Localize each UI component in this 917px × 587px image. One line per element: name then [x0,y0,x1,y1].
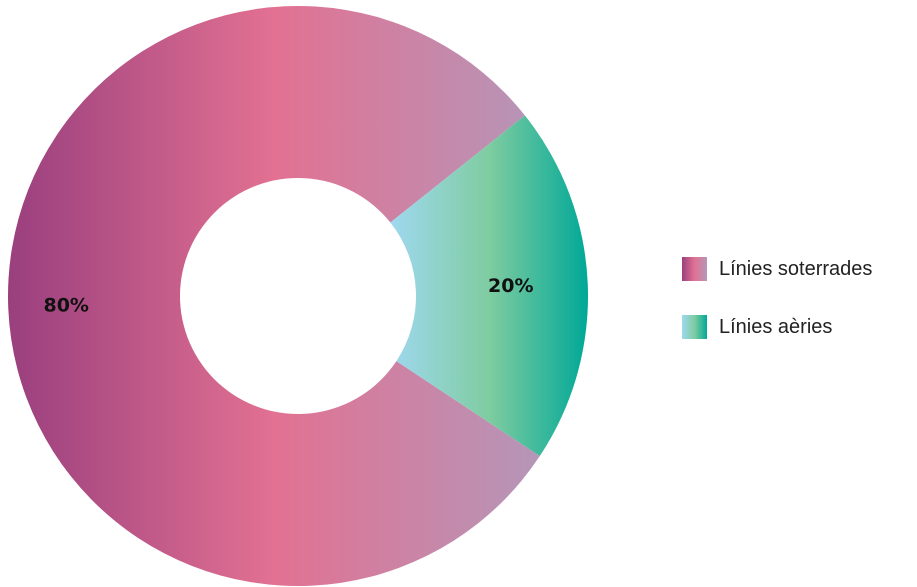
data-label-overhead: 20% [488,275,533,297]
legend-item-overhead: Línies aèries [682,315,872,339]
legend-label-overhead: Línies aèries [719,315,833,338]
legend: Línies soterrades Línies aèries [682,257,872,373]
slice-underground [8,6,540,587]
legend-item-underground: Línies soterrades [682,257,872,281]
legend-label-underground: Línies soterrades [719,257,873,280]
slice-overhead [390,115,588,457]
legend-swatch-overhead [682,315,707,339]
data-label-underground: 80% [43,295,88,317]
legend-swatch-underground [682,257,707,281]
